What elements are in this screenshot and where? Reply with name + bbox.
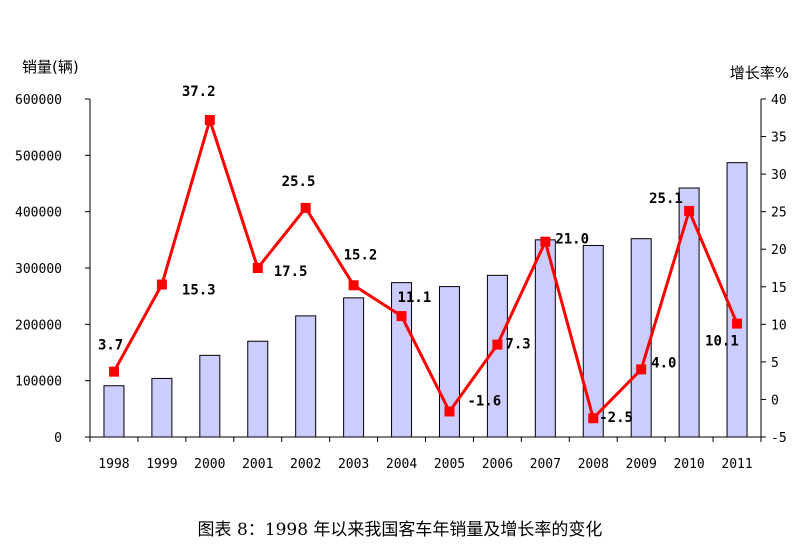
line-marker — [396, 311, 407, 322]
y2-tick-label: 0 — [771, 393, 779, 408]
y-tick-label: 200000 — [15, 318, 62, 333]
x-tick-label: 2002 — [290, 457, 321, 472]
data-label: 7.3 — [505, 337, 530, 353]
bar — [199, 354, 221, 438]
line-marker — [684, 205, 695, 216]
data-label: -2.5 — [599, 410, 633, 426]
y-axis-title: 销量(辆) — [22, 58, 79, 76]
y2-tick-label: 40 — [771, 93, 787, 108]
chart-caption: 图表 8：1998 年以来我国客车年销量及增长率的变化 — [197, 520, 603, 540]
y2-tick-label: 10 — [771, 318, 787, 333]
bar-series — [103, 162, 748, 438]
data-label: 11.1 — [398, 290, 432, 306]
bar — [582, 244, 604, 438]
data-label: 15.3 — [182, 283, 216, 299]
y2-tick-label: -5 — [771, 431, 787, 446]
y-tick-label: 0 — [54, 431, 62, 446]
growth-line — [112, 118, 739, 420]
x-tick-label: 2004 — [386, 457, 417, 472]
y2-tick-label: 35 — [771, 131, 787, 146]
x-tick-label: 2006 — [482, 457, 513, 472]
tick-labels: 0 100000 200000 300000 400000 500000 600000 -5 0… — [15, 93, 787, 472]
line-marker — [540, 236, 551, 247]
line-marker — [588, 413, 599, 424]
line-marker — [444, 406, 455, 417]
bar — [678, 187, 700, 438]
line-marker — [636, 364, 647, 375]
y-tick-label: 500000 — [15, 149, 62, 164]
y-tick-label: 600000 — [15, 93, 62, 108]
y-tick-label: 400000 — [15, 206, 62, 221]
data-label: 21.0 — [555, 232, 589, 248]
line-marker — [492, 339, 503, 350]
y2-tick-label: 5 — [771, 356, 779, 371]
x-tick-label: 2001 — [242, 457, 273, 472]
x-tick-label: 1999 — [146, 457, 177, 472]
bar — [726, 162, 748, 438]
line-marker — [204, 115, 215, 126]
y2-tick-label: 30 — [771, 168, 787, 183]
x-tick-label: 1998 — [98, 457, 129, 472]
line-marker — [156, 279, 167, 290]
data-label: 25.5 — [282, 174, 316, 190]
y2-tick-label: 15 — [771, 281, 787, 296]
data-label: 17.5 — [274, 264, 308, 280]
data-labels: 3.7 15.3 37.2 17.5 25.5 15.2 11.1 -1.6 7.3 21.0 -2… — [98, 84, 739, 426]
x-tick-label: 2003 — [338, 457, 369, 472]
axes — [85, 98, 766, 442]
bar — [103, 385, 125, 438]
y2-tick-label: 20 — [771, 243, 787, 258]
line-marker — [732, 318, 743, 329]
line-marker — [108, 366, 119, 377]
bar — [295, 315, 317, 438]
bar — [630, 238, 652, 438]
line-marker — [348, 280, 359, 291]
x-tick-label: 2007 — [530, 457, 561, 472]
x-tick-label: 2000 — [194, 457, 225, 472]
y-tick-label: 300000 — [15, 262, 62, 277]
line-series — [108, 115, 743, 424]
data-label: 3.7 — [98, 338, 123, 354]
bar — [247, 340, 269, 438]
bar — [343, 297, 365, 438]
x-tick-label: 2011 — [721, 457, 752, 472]
y2-tick-label: 25 — [771, 206, 787, 221]
data-label: 37.2 — [182, 84, 216, 100]
line-marker — [300, 202, 311, 213]
y-tick-label: 100000 — [15, 375, 62, 390]
data-label: 10.1 — [705, 334, 739, 350]
bar — [151, 377, 173, 438]
x-tick-label: 2008 — [578, 457, 609, 472]
line-marker — [252, 263, 263, 273]
y2-axis-title: 增长率% — [730, 64, 789, 82]
bar — [391, 282, 413, 438]
data-label: 25.1 — [649, 191, 683, 207]
data-label: 4.0 — [651, 355, 676, 371]
x-tick-label: 2009 — [626, 457, 657, 472]
x-tick-label: 2010 — [673, 457, 704, 472]
x-tick-label: 2005 — [434, 457, 465, 472]
data-label: -1.6 — [467, 393, 501, 409]
data-label: 15.2 — [344, 247, 378, 263]
